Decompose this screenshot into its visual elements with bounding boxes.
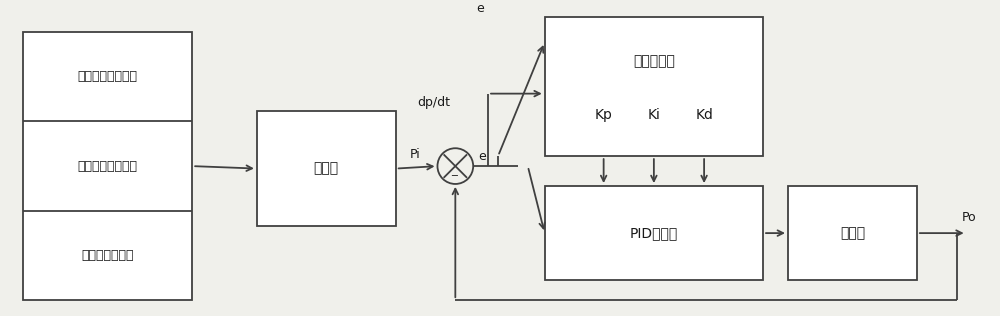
Text: Kd: Kd bbox=[695, 108, 713, 123]
Bar bbox=[23, 32, 192, 300]
Bar bbox=[257, 112, 396, 226]
Text: 模糊推理机: 模糊推理机 bbox=[633, 55, 675, 69]
Text: e: e bbox=[476, 2, 484, 15]
Text: Kp: Kp bbox=[595, 108, 613, 123]
Text: dp/dt: dp/dt bbox=[417, 95, 450, 108]
Bar bbox=[545, 17, 763, 156]
Text: Pi: Pi bbox=[410, 148, 421, 161]
Text: e: e bbox=[478, 150, 486, 163]
Text: Po: Po bbox=[962, 211, 976, 224]
Text: ─: ─ bbox=[451, 171, 457, 181]
Text: Ki: Ki bbox=[647, 108, 660, 123]
Text: 血氧饱和度检测器: 血氧饱和度检测器 bbox=[78, 160, 138, 173]
Bar bbox=[545, 186, 763, 280]
Text: 胸腹部运动传感器: 胸腹部运动传感器 bbox=[78, 70, 138, 83]
Text: 呼吸气流传感器: 呼吸气流传感器 bbox=[82, 249, 134, 262]
Text: 出氧量: 出氧量 bbox=[840, 226, 865, 240]
Text: 知识库: 知识库 bbox=[314, 161, 339, 176]
Bar bbox=[788, 186, 917, 280]
Text: PID控制器: PID控制器 bbox=[630, 226, 678, 240]
